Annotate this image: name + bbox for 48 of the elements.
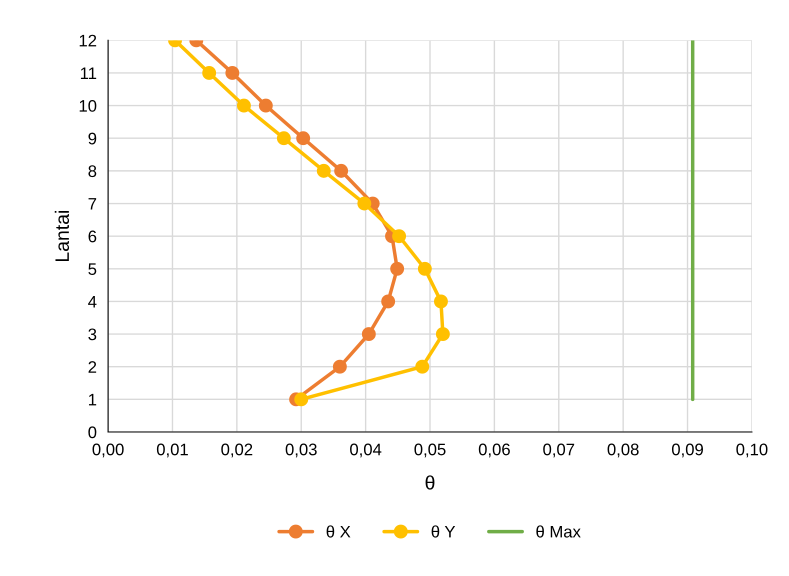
y-tick-label: 10 <box>80 100 96 112</box>
point <box>276 131 291 146</box>
y-tick-label: 4 <box>88 296 96 308</box>
y-tick-label: 8 <box>88 165 96 178</box>
point <box>225 66 240 80</box>
point <box>236 98 251 113</box>
legend-label: θ X <box>326 525 350 538</box>
point <box>202 66 216 80</box>
y-tick-label: 5 <box>88 263 96 276</box>
y-tick-label: 3 <box>88 328 96 340</box>
y-tick-label: 7 <box>88 198 96 210</box>
x-tick-label: 0,02 <box>221 444 252 458</box>
x-tick-label: 0,08 <box>608 444 639 458</box>
point <box>334 164 348 178</box>
x-tick-label: 0,03 <box>286 444 317 458</box>
point <box>316 164 331 178</box>
y-axis-title: Lantai <box>54 210 70 262</box>
point <box>392 229 406 244</box>
legend-label: θ Y <box>432 525 456 538</box>
x-tick-label: 0,09 <box>672 444 703 458</box>
x-tick-label: 0,01 <box>156 444 188 458</box>
y-tick-label: 9 <box>88 132 96 144</box>
point <box>258 98 273 113</box>
y-tick-label: 2 <box>88 361 96 373</box>
x-tick-label: 0,04 <box>350 444 382 458</box>
x-tick-label: 0,06 <box>478 444 510 458</box>
y-tick-label: 0 <box>88 426 96 438</box>
point <box>390 262 404 276</box>
point <box>436 327 450 342</box>
point <box>381 294 396 308</box>
point <box>357 196 372 210</box>
x-tick-label: 0,07 <box>543 444 574 458</box>
point <box>296 131 310 146</box>
x-tick-label: 0,10 <box>736 444 768 458</box>
point <box>434 294 448 308</box>
point <box>332 360 347 374</box>
point <box>415 360 430 374</box>
point <box>418 262 432 276</box>
y-tick-label: 12 <box>80 34 96 46</box>
x-axis-title: θ <box>426 475 434 490</box>
y-tick-label: 11 <box>80 68 96 79</box>
legend-label: θ Max <box>536 525 581 538</box>
y-tick-label: 1 <box>88 394 96 406</box>
x-tick-label: 0,05 <box>414 444 446 458</box>
point <box>294 392 308 406</box>
point <box>362 327 376 342</box>
y-tick-label: 6 <box>88 230 96 242</box>
x-tick-label: 0,00 <box>92 444 124 458</box>
